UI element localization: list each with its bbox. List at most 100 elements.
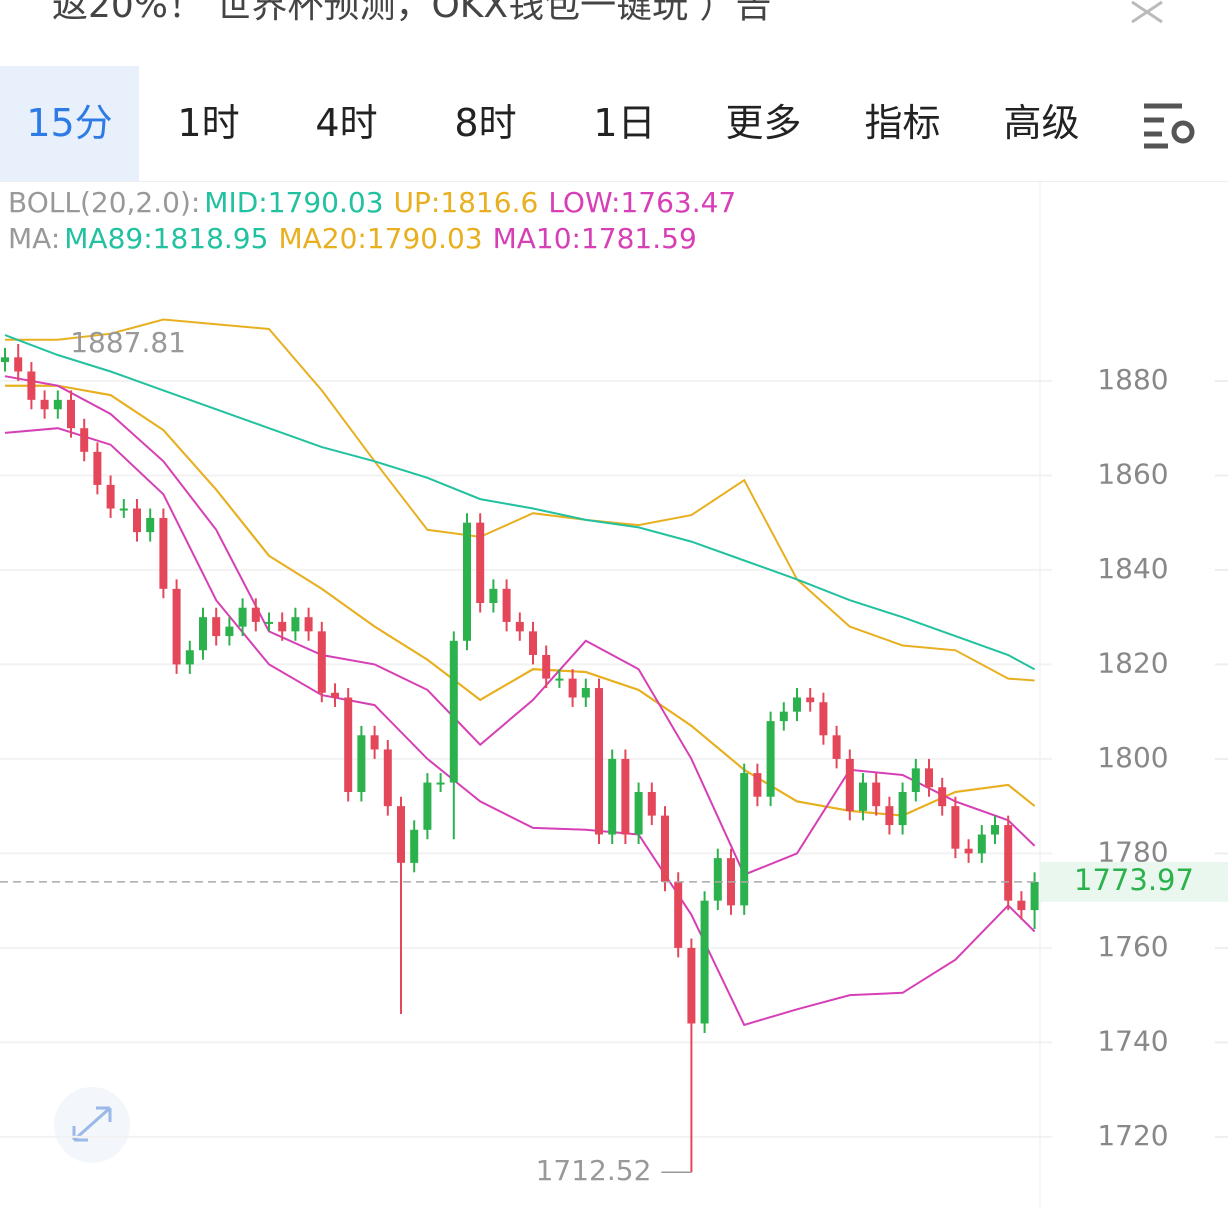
candle-body xyxy=(713,858,722,901)
candle-body xyxy=(476,522,485,604)
legend-name: MA89: xyxy=(64,222,153,255)
candle-body xyxy=(317,631,326,693)
tab[interactable]: 15分 xyxy=(0,66,139,181)
legend-value: 1816.6 xyxy=(440,186,539,219)
candle-body xyxy=(449,640,458,783)
candle-body xyxy=(40,399,49,410)
candle-body xyxy=(212,617,221,637)
candle-body xyxy=(700,900,709,1024)
boll-label: BOLL(20,2.0): xyxy=(8,186,201,219)
candle-body xyxy=(1004,825,1013,901)
candle-body xyxy=(647,791,656,816)
candle-body xyxy=(832,735,841,759)
candle-body xyxy=(674,881,683,948)
y-tick-label: 1820 xyxy=(1097,646,1168,679)
candle-body xyxy=(436,782,445,785)
candle-body xyxy=(357,735,366,792)
legend-value: 1781.59 xyxy=(580,222,697,255)
boll-legend: BOLL(20,2.0): MID:1790.03 UP:1816.6 LOW:176… xyxy=(8,185,736,221)
candle-body xyxy=(885,806,894,826)
expand-icon xyxy=(72,1106,112,1142)
candle-body xyxy=(251,607,260,622)
tab[interactable]: 1日 xyxy=(593,101,656,145)
indicator-line xyxy=(5,318,1035,682)
tab[interactable]: 指标 xyxy=(864,101,941,145)
candle-body xyxy=(344,697,353,792)
tab[interactable]: 高级 xyxy=(1003,101,1080,145)
legend-value: 1790.03 xyxy=(366,222,483,255)
y-tick-label: 1720 xyxy=(1097,1119,1168,1152)
y-tick-label: 1880 xyxy=(1097,363,1168,396)
candle-body xyxy=(423,782,432,830)
candle-body xyxy=(621,758,630,835)
y-tick-label: 1740 xyxy=(1097,1024,1168,1057)
candle-body xyxy=(278,621,287,632)
indicator-line xyxy=(4,334,1036,671)
legend-value: 1763.47 xyxy=(620,186,737,219)
price-label: 1773.97 xyxy=(1074,863,1194,897)
y-tick-label: 1840 xyxy=(1097,552,1168,585)
candle-body xyxy=(27,371,36,400)
price-box xyxy=(1040,861,1228,902)
min-label: 1712.52 xyxy=(536,1154,652,1187)
candle-body xyxy=(185,650,194,665)
legend: BOLL(20,2.0): MID:1790.03 UP:1816.6 LOW:176… xyxy=(8,185,736,257)
candle-body xyxy=(397,806,405,863)
indicator-line xyxy=(5,384,1036,817)
ma-label: MA: xyxy=(8,222,61,255)
max-label: 1887.81 xyxy=(70,326,186,359)
tab[interactable]: 8时 xyxy=(454,101,517,145)
candle-body xyxy=(687,947,696,1024)
candle-body xyxy=(555,678,564,681)
candle-body xyxy=(106,484,115,509)
tab[interactable]: 4时 xyxy=(315,101,378,145)
candle-body xyxy=(410,829,419,863)
legend-value: 1790.03 xyxy=(267,186,384,219)
legend-name: MID: xyxy=(204,186,268,219)
candle-body xyxy=(331,692,339,698)
candle-body xyxy=(489,588,498,604)
tab[interactable]: 1时 xyxy=(177,101,240,145)
candle-body xyxy=(383,749,392,807)
close-icon[interactable] xyxy=(1131,0,1163,24)
candle-body xyxy=(806,697,815,703)
candle-body xyxy=(265,621,273,624)
candle-body xyxy=(1030,881,1039,911)
candle-body xyxy=(80,428,89,452)
candle-body xyxy=(793,697,801,712)
candle-body xyxy=(845,758,854,811)
candle-body xyxy=(661,815,669,882)
candle-body xyxy=(977,834,986,854)
candle-body xyxy=(225,626,234,637)
legend-name: UP: xyxy=(393,186,441,219)
candle-body xyxy=(238,607,247,627)
settings-icon[interactable] xyxy=(1144,103,1195,149)
candle-body xyxy=(608,758,617,835)
candle-body xyxy=(93,451,102,485)
candle-body xyxy=(964,848,973,854)
candle-body xyxy=(938,787,947,807)
candle-body xyxy=(133,508,141,533)
candle-body xyxy=(740,773,749,906)
candle-body xyxy=(146,517,155,533)
candle-body xyxy=(515,621,524,632)
candle-body xyxy=(14,357,23,372)
candle-body xyxy=(502,588,511,622)
tab[interactable]: 更多 xyxy=(725,101,802,145)
candle-body xyxy=(911,768,920,792)
candle-body xyxy=(159,517,168,589)
legend-name: MA10: xyxy=(492,222,581,255)
candle-body xyxy=(568,678,577,698)
candle-body xyxy=(542,654,551,679)
candle-body xyxy=(766,721,775,797)
y-tick-label: 1800 xyxy=(1097,741,1168,774)
candle-body xyxy=(1017,900,1026,911)
legend-name: LOW: xyxy=(548,186,621,219)
candle-body xyxy=(872,782,881,807)
ma-legend: MA: MA89:1818.95 MA20:1790.03 MA10:1781.59 xyxy=(8,221,736,257)
y-tick-label: 1760 xyxy=(1097,930,1168,963)
banner-text[interactable]: 返20%！ 世界杯预测，OKX钱包一键玩 ）告 xyxy=(52,0,772,26)
candle-body xyxy=(304,617,313,632)
